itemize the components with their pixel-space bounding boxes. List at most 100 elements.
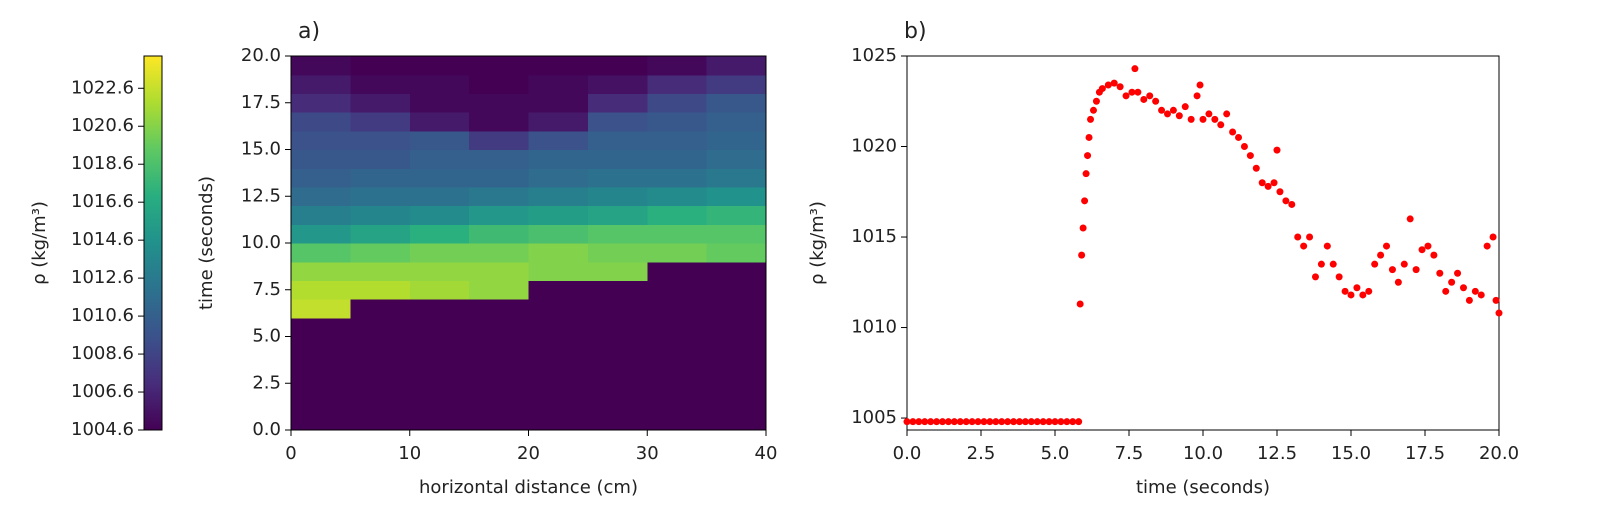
heatmap-cell (469, 355, 530, 375)
heatmap-cell (469, 261, 530, 281)
heatmap-cell (587, 336, 648, 356)
x-tick-label: 12.5 (1257, 443, 1297, 464)
point (1092, 97, 1100, 105)
point (909, 418, 917, 426)
x-tick-label: 10 (398, 443, 421, 464)
point (1116, 83, 1124, 91)
y-tick-label: 1015 (851, 226, 897, 247)
heatmap-cell (647, 411, 708, 431)
heatmap-cell (528, 336, 589, 356)
heatmap-cell (291, 355, 351, 375)
point (1492, 296, 1500, 304)
heatmap-cell (528, 355, 589, 375)
heatmap-cell (587, 317, 648, 338)
point (1021, 418, 1029, 426)
heatmap-cell (528, 74, 589, 94)
point (998, 418, 1006, 426)
colorbar-tick-label: 1022.6 (71, 77, 134, 98)
point (1477, 291, 1485, 299)
heatmap (291, 56, 767, 431)
heatmap-cell (350, 205, 411, 225)
point (1235, 133, 1243, 141)
heatmap-cell (587, 280, 648, 300)
y-tick-label: 1005 (851, 407, 897, 428)
colorbar-tick-label: 1006.6 (71, 381, 134, 402)
point (1252, 164, 1260, 172)
point (1057, 418, 1065, 426)
point (1273, 146, 1281, 154)
y-tick-label: 7.5 (252, 279, 281, 300)
point (1323, 242, 1331, 250)
point (1495, 309, 1503, 317)
heatmap-cell (647, 299, 708, 319)
point (1027, 418, 1035, 426)
point (1187, 115, 1195, 123)
heatmap-cell (706, 299, 767, 319)
heatmap-cell (291, 224, 351, 244)
point (1045, 418, 1053, 426)
y-tick-label: 1025 (851, 45, 897, 66)
heatmap-cell (706, 317, 767, 338)
point (1388, 266, 1396, 274)
axes-frame (290, 55, 767, 431)
heatmap-cell (706, 411, 767, 431)
heatmap-cell (291, 112, 351, 132)
heatmap-cell (409, 317, 470, 338)
heatmap-cell (350, 112, 411, 132)
heatmap-cell (647, 392, 708, 412)
heatmap-cell (409, 411, 470, 431)
heatmap-cell (350, 149, 411, 169)
heatmap-cell (528, 261, 589, 281)
point (1128, 88, 1136, 96)
heatmap-cell (647, 74, 708, 94)
point (1110, 79, 1118, 87)
point (1079, 224, 1087, 232)
point (1489, 233, 1497, 241)
heatmap-cell (706, 186, 767, 207)
point (1459, 284, 1467, 292)
colorbar-tick-label: 1004.6 (71, 419, 134, 440)
heatmap-cell (350, 373, 411, 394)
heatmap-cell (706, 168, 767, 188)
point (1223, 110, 1231, 118)
point (1075, 418, 1083, 426)
point (1069, 418, 1077, 426)
point (1146, 92, 1154, 100)
point (1294, 233, 1302, 241)
heatmap-cell (409, 56, 470, 76)
point (1039, 418, 1047, 426)
point (1359, 291, 1367, 299)
heatmap-cell (350, 56, 411, 76)
point (1015, 418, 1023, 426)
x-tick-label: 20.0 (1479, 443, 1519, 464)
point (1276, 188, 1284, 196)
point (1454, 269, 1462, 277)
heatmap-cell (528, 373, 589, 394)
heatmap-cell (350, 74, 411, 94)
point (956, 418, 964, 426)
heatmap-cell (409, 243, 470, 263)
heatmap-cell (706, 243, 767, 263)
heatmap-cell (587, 74, 648, 94)
heatmap-cell (647, 205, 708, 225)
heatmap-cell (350, 392, 411, 412)
heatmap-cell (350, 280, 411, 300)
point (992, 418, 1000, 426)
point (1089, 106, 1097, 114)
heatmap-cell (409, 186, 470, 207)
heatmap-cell (528, 112, 589, 132)
heatmap-cell (706, 56, 767, 76)
colorbar-tick-label: 1012.6 (71, 267, 134, 288)
heatmap-cell (528, 130, 589, 151)
y-tick-label: 5.0 (252, 326, 281, 347)
point (1196, 81, 1204, 89)
x-tick-label: 2.5 (967, 443, 996, 464)
heatmap-cell (350, 93, 411, 113)
x-axis-label: time (seconds) (1136, 477, 1270, 498)
heatmap-cell (706, 74, 767, 94)
heatmap-cell (469, 186, 530, 207)
heatmap-cell (528, 280, 589, 300)
heatmap-cell (350, 299, 411, 319)
heatmap-cell (587, 411, 648, 431)
heatmap-cell (409, 112, 470, 132)
